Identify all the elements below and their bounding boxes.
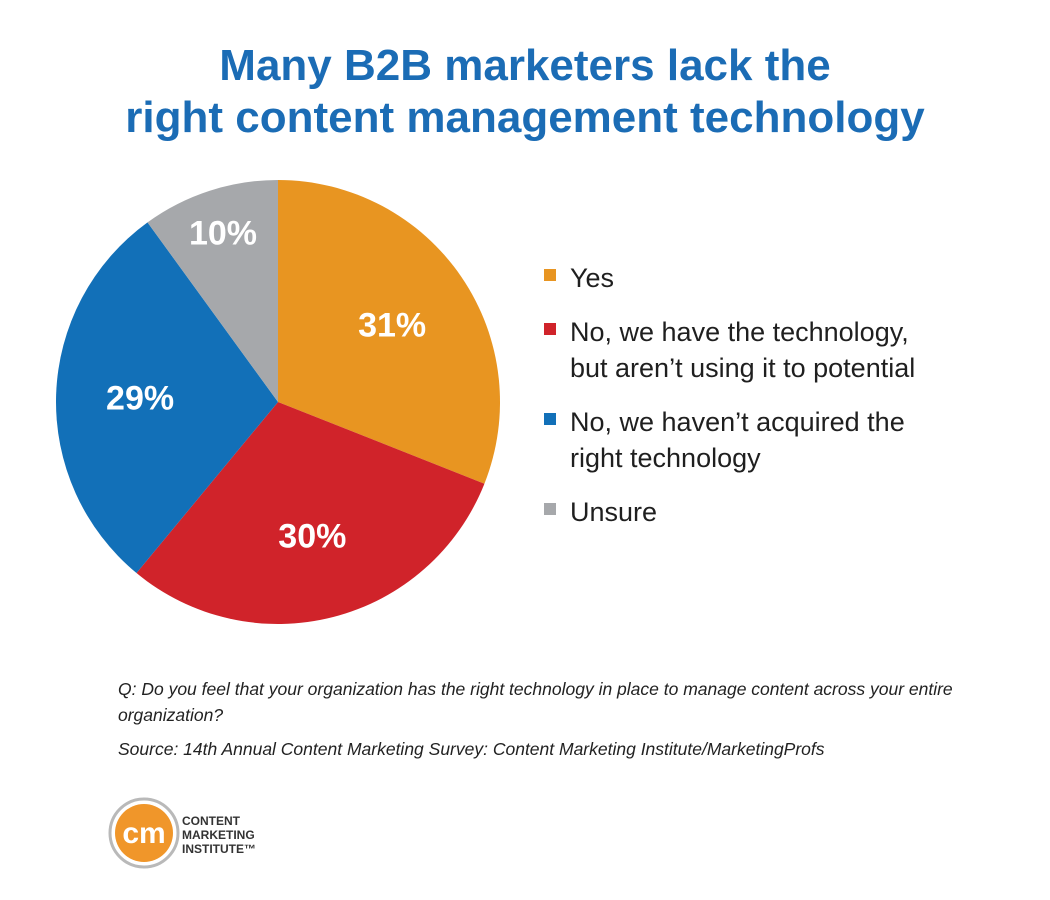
chart-legend: Yes No, we have the technology, but aren’… xyxy=(544,260,1024,548)
legend-item-1: Yes xyxy=(544,260,1024,296)
logo-mark: cm xyxy=(122,817,165,850)
legend-swatch-1 xyxy=(544,269,556,281)
pie-chart: 31% 30% 29% 10% xyxy=(55,180,500,625)
legend-swatch-3 xyxy=(544,413,556,425)
slice-value-label-2: 30% xyxy=(278,518,346,556)
legend-item-4: Unsure xyxy=(544,494,1024,530)
slice-value-label-1: 31% xyxy=(358,306,426,344)
slice-value-label-3: 29% xyxy=(106,380,174,418)
logo-wordmark: CONTENT MARKETING INSTITUTE™ xyxy=(182,814,256,856)
chart-title-line-2: right content management technology xyxy=(125,93,925,142)
logo-line-2: MARKETING xyxy=(182,828,255,842)
source-citation: Source: 14th Annual Content Marketing Su… xyxy=(118,739,825,759)
chart-title: Many B2B marketers lack the right conten… xyxy=(0,40,1050,144)
logo-line-1: CONTENT xyxy=(182,814,240,828)
legend-label-3: No, we haven’t acquired the right techno… xyxy=(570,407,905,473)
footnote: Q: Do you feel that your organization ha… xyxy=(118,676,958,762)
logo-line-3: INSTITUTE™ xyxy=(182,842,256,856)
pie-slice-4 xyxy=(147,180,278,402)
legend-item-3: No, we haven’t acquired the right techno… xyxy=(544,404,1024,476)
pie-slice-2 xyxy=(136,402,485,625)
legend-swatch-2 xyxy=(544,323,556,335)
cmi-logo-icon: cm xyxy=(108,797,180,869)
legend-label-1: Yes xyxy=(570,263,615,293)
legend-label-4: Unsure xyxy=(570,497,658,527)
survey-question: Q: Do you feel that your organization ha… xyxy=(118,679,953,725)
pie-slice-3 xyxy=(55,222,278,574)
slice-value-label-4: 10% xyxy=(189,215,257,253)
chart-title-line-1: Many B2B marketers lack the xyxy=(219,41,831,90)
legend-item-2: No, we have the technology, but aren’t u… xyxy=(544,314,1024,386)
pie-slice-1 xyxy=(278,180,500,484)
legend-swatch-4 xyxy=(544,503,556,515)
legend-label-2: No, we have the technology, but aren’t u… xyxy=(570,317,916,383)
